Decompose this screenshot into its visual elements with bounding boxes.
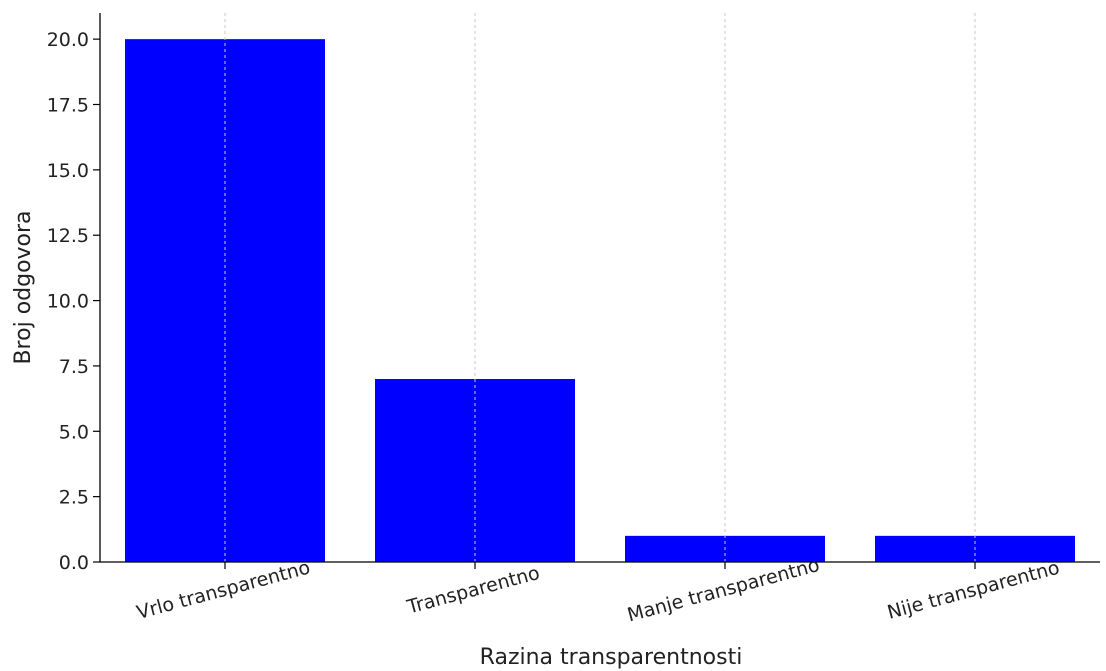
x-ticks: Vrlo transparentno Transparentno Manje tra…: [134, 554, 1062, 626]
y-tick-label: 2.5: [59, 487, 89, 509]
x-tick-label: Manje transparentno: [625, 554, 822, 626]
y-tick-label: 12.5: [47, 225, 89, 247]
y-tick-label: 10.0: [47, 291, 89, 313]
y-tick-label: 5.0: [59, 421, 89, 443]
y-tick-label: 17.5: [47, 95, 89, 117]
x-axis-label: Razina transparentnosti: [480, 645, 743, 670]
y-ticks: 0.0 2.5 5.0 7.5 10.0 12.5 15.0 17.5 20.0: [47, 29, 100, 574]
y-tick-label: 15.0: [47, 160, 89, 182]
y-tick-label: 7.5: [59, 356, 89, 378]
x-tick-label: Nije transparentno: [885, 557, 1062, 624]
y-axis-label: Broj odgovora: [11, 210, 36, 364]
x-tick-label: Vrlo transparentno: [134, 556, 312, 623]
bars-group: [125, 39, 1075, 562]
y-tick-label: 0.0: [59, 552, 89, 574]
y-tick-label: 20.0: [47, 29, 89, 51]
bar: [125, 39, 325, 562]
x-tick-label: Transparentno: [404, 562, 542, 619]
x-grid-overlay: [224, 13, 976, 562]
